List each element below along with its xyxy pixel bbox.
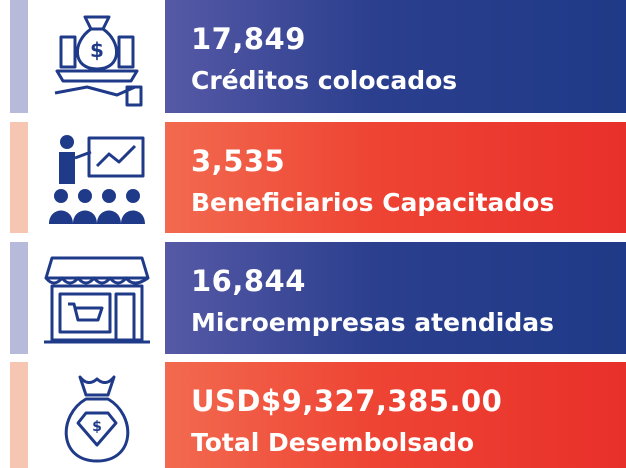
stat-label: Microempresas atendidas — [191, 308, 554, 337]
stat-label: Créditos colocados — [191, 66, 458, 95]
stat-panel: 16,844 Microempresas atendidas — [165, 242, 626, 354]
shop-icon — [43, 256, 150, 344]
svg-text:$: $ — [92, 419, 102, 435]
svg-text:$: $ — [90, 38, 104, 62]
stat-label: Total Desembolsado — [191, 428, 475, 457]
icon: $ — [28, 0, 165, 113]
diamond-bag-icon: $ — [64, 375, 129, 463]
stripe — [10, 242, 28, 354]
icon: $ — [28, 362, 165, 468]
stripe — [10, 0, 28, 113]
stat-panel: 3,535 Beneficiarios Capacitados — [165, 122, 626, 233]
stat-label: Beneficiarios Capacitados — [191, 188, 555, 217]
stat-row: $ USD$9,327,385.00 Total Desembolsado — [0, 362, 626, 468]
stat-panel: USD$9,327,385.00 Total Desembolsado — [165, 362, 626, 468]
stat-row: $ 17,849 Créditos colocados — [0, 0, 626, 113]
icon — [28, 122, 165, 233]
stat-panel: 17,849 Créditos colocados — [165, 0, 626, 113]
stripe — [10, 362, 28, 468]
stat-row: 16,844 Microempresas atendidas — [0, 242, 626, 354]
stat-value: 17,849 — [191, 22, 306, 56]
stat-row: 3,535 Beneficiarios Capacitados — [0, 122, 626, 233]
stat-value: USD$9,327,385.00 — [191, 384, 503, 418]
icon — [28, 242, 165, 354]
stat-value: 3,535 — [191, 144, 286, 178]
stripe — [10, 122, 28, 233]
stat-value: 16,844 — [191, 264, 306, 298]
money-bag-hand-icon: $ — [54, 15, 142, 106]
training-icon — [48, 134, 145, 224]
